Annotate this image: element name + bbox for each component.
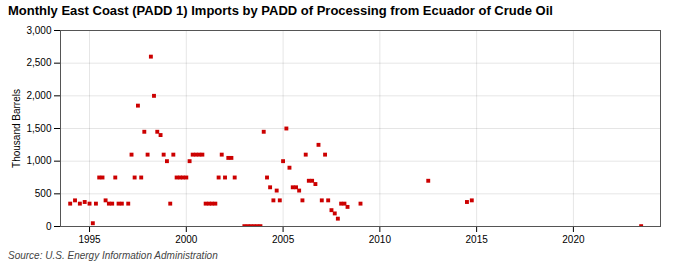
svg-text:2,000: 2,000: [26, 90, 51, 101]
svg-text:1,000: 1,000: [26, 155, 51, 166]
svg-text:500: 500: [35, 188, 52, 199]
svg-text:Thousand Barrels: Thousand Barrels: [11, 89, 22, 168]
svg-text:1,500: 1,500: [26, 123, 51, 134]
html-text:Monthly East Coast (PADD 1) Im: Monthly East Coast (PADD 1) Imports by P…: [8, 3, 553, 18]
svg-text:2,500: 2,500: [26, 57, 51, 68]
svg-text:3,000: 3,000: [26, 25, 51, 36]
svg-text:2010: 2010: [369, 234, 392, 245]
html-text:Source: U.S. Energy Informatio: Source: U.S. Energy Information Administ…: [8, 250, 218, 261]
svg-text:2000: 2000: [175, 234, 198, 245]
svg-text:2015: 2015: [466, 234, 489, 245]
svg-text:2005: 2005: [272, 234, 295, 245]
svg-text:0: 0: [46, 221, 52, 232]
svg-text:2020: 2020: [562, 234, 585, 245]
svg-text:1995: 1995: [78, 234, 101, 245]
